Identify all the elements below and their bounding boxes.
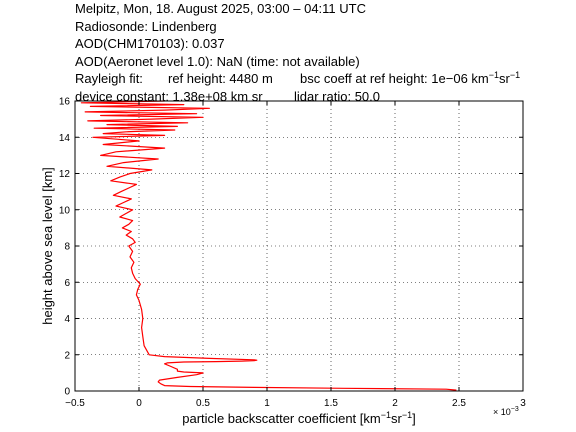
x-tick-label: 3 [520, 398, 526, 409]
x-tick-label: 2 [392, 398, 398, 409]
x-tick-label: −0.5 [65, 398, 85, 409]
y-tick-label: 8 [64, 242, 70, 253]
device-constant-line: device constant: 1.38e+08 km sr lidar rat… [75, 88, 570, 106]
chart-title: Melpitz, Mon, 18. August 2025, 03:00 – 0… [75, 1, 366, 16]
y-tick-label: 14 [59, 133, 71, 144]
chart-header: Melpitz, Mon, 18. August 2025, 03:00 – 0… [75, 0, 570, 105]
y-tick-label: 12 [59, 169, 71, 180]
device-constant-label: device constant: 1.38e+08 km sr [75, 88, 263, 104]
aod-aeronet-label: AOD(Aeronet level 1.0): NaN (time: not a… [75, 53, 360, 69]
rayleigh-fit-label: Rayleigh fit: [75, 71, 143, 86]
y-tick-label: 6 [64, 278, 70, 289]
y-axis-label: height above sea level [km] [40, 167, 55, 325]
x-tick-label: 2.5 [452, 398, 466, 409]
data-series [80, 100, 457, 391]
grid-lines [75, 101, 523, 391]
rayleigh-fit-line: Rayleigh fit: ref height: 4480 m bsc coeff… [75, 70, 570, 88]
lidar-ratio-label: lidar ratio: 50.0 [294, 88, 380, 104]
x-tick-label: 0 [136, 398, 142, 409]
y-tick-label: 0 [64, 387, 70, 398]
y-tick-label: 2 [64, 350, 70, 361]
bsc-coeff-label: bsc coeff at ref height: 1e−06 km−1sr−1 [300, 70, 521, 87]
x-axis-multiplier: × 10−3 [493, 406, 519, 417]
y-tick-label: 4 [64, 314, 70, 325]
aod-chm-label: AOD(CHM170103): 0.037 [75, 36, 225, 51]
radiosonde-label: Radiosonde: Lindenberg [75, 18, 217, 34]
x-tick-label: 1 [264, 398, 270, 409]
y-tick-label: 16 [59, 97, 71, 108]
x-tick-label: 1.5 [324, 398, 338, 409]
x-axis-label: particle backscatter coefficient [km−1sr… [182, 410, 415, 426]
y-tick-label: 10 [59, 205, 71, 216]
ref-height-label: ref height: 4480 m [168, 71, 273, 86]
x-tick-label: 0.5 [196, 398, 210, 409]
backscatter-profile-line [80, 100, 457, 391]
